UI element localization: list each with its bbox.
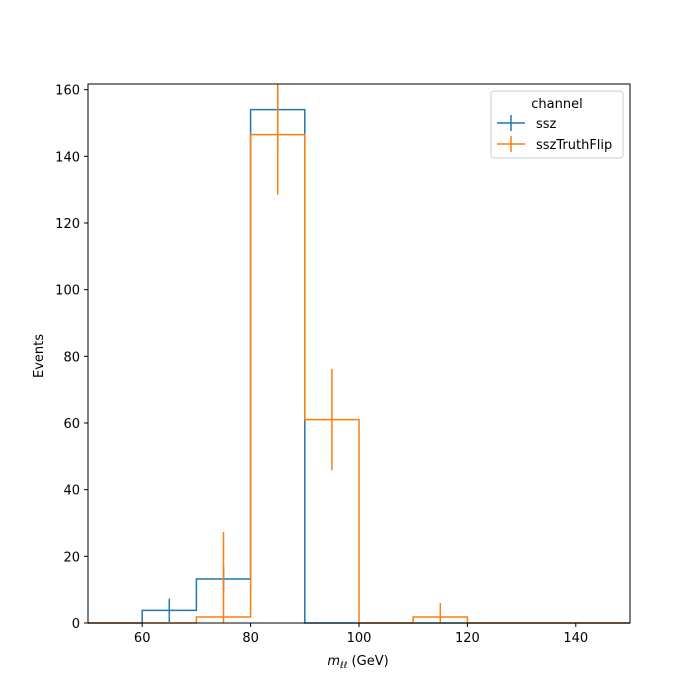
legend: channel ssz sszTruthFlip	[490, 90, 624, 159]
y-tick-label: 80	[63, 350, 80, 365]
x-axis-label-sub: ℓℓ	[339, 661, 347, 671]
x-tick-label: 60	[134, 631, 151, 646]
y-tick-label: 160	[55, 84, 80, 99]
x-axis-label: mℓℓ (GeV)	[327, 654, 388, 671]
legend-box	[490, 90, 624, 159]
axes: 60 80 100 120 140 0 20 40 60 80 100 120 140 160	[55, 84, 588, 646]
legend-label-ssz: ssz	[536, 117, 557, 132]
histogram-step-ssztruthflip	[88, 133, 630, 624]
legend-entry-ssztruthflip: sszTruthFlip	[497, 136, 612, 153]
y-tick-label: 100	[55, 284, 80, 299]
y-tick-label: 20	[63, 550, 80, 565]
x-tick-label: 120	[455, 631, 480, 646]
y-axis-label: Events	[32, 334, 47, 378]
y-tick-label: 60	[63, 417, 80, 432]
y-tick-label: 120	[55, 217, 80, 232]
x-tick-label: 80	[242, 631, 259, 646]
x-axis-label-main: m	[327, 654, 340, 669]
y-tick-label: 140	[55, 150, 80, 165]
x-tick-label: 140	[563, 631, 588, 646]
legend-title: channel	[531, 97, 582, 112]
legend-entry-ssz: ssz	[497, 115, 557, 132]
series-layer	[88, 84, 630, 624]
legend-label-ssztruthflip: sszTruthFlip	[536, 138, 612, 153]
x-tick-label: 100	[347, 631, 372, 646]
y-tick-label: 0	[72, 617, 80, 632]
y-tick-label: 40	[63, 484, 80, 499]
x-axis-label-unit: (GeV)	[347, 654, 388, 669]
series-ssztruthflip	[88, 84, 630, 624]
